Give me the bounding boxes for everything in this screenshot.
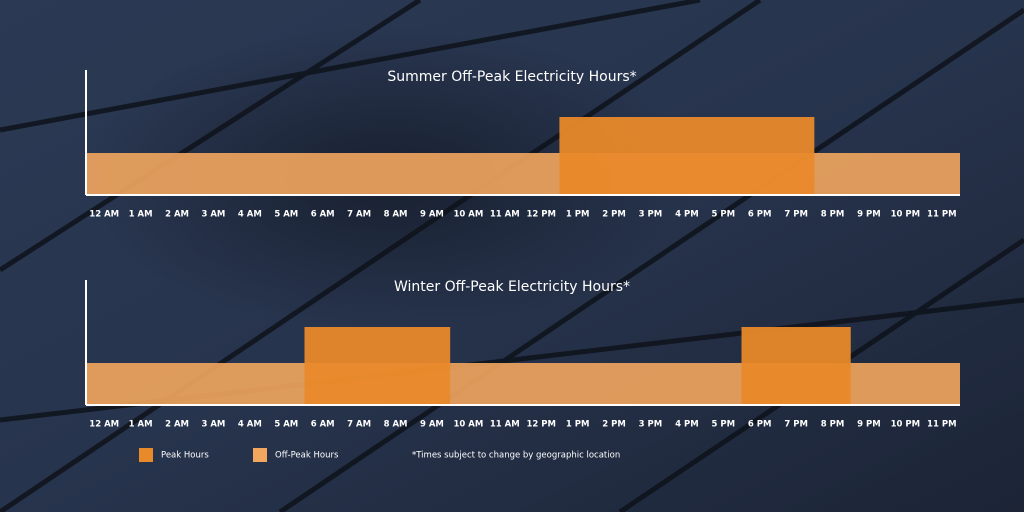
peak-bar: [559, 117, 815, 195]
x-tick-label: 1 AM: [129, 420, 153, 430]
x-tick-label: 10 PM: [891, 420, 920, 430]
x-tick-label: 12 AM: [89, 420, 119, 430]
x-tick-label: 5 PM: [712, 210, 736, 220]
footnote: *Times subject to change by geographic l…: [412, 451, 620, 461]
x-tick-label: 11 AM: [490, 420, 520, 430]
chart-title: Summer Off-Peak Electricity Hours*: [387, 69, 636, 85]
chart-title: Winter Off-Peak Electricity Hours*: [394, 279, 630, 295]
x-tick-label: 4 PM: [675, 210, 699, 220]
x-tick-label: 4 AM: [238, 210, 262, 220]
legend-label: Off-Peak Hours: [275, 451, 339, 461]
x-tick-label: 9 AM: [420, 420, 444, 430]
x-tick-label: 8 PM: [821, 420, 845, 430]
off-peak-bar: [86, 153, 960, 195]
x-tick-label: 10 AM: [453, 420, 483, 430]
x-tick-label: 7 AM: [347, 210, 371, 220]
x-tick-label: 7 AM: [347, 420, 371, 430]
x-tick-label: 8 AM: [384, 420, 408, 430]
x-tick-label: 9 PM: [857, 420, 881, 430]
x-tick-label: 3 AM: [201, 210, 225, 220]
x-tick-label: 3 PM: [639, 420, 663, 430]
x-tick-label: 12 AM: [89, 210, 119, 220]
x-tick-label: 3 PM: [639, 210, 663, 220]
x-tick-label: 9 PM: [857, 210, 881, 220]
peak-bar: [304, 327, 451, 405]
x-tick-label: 6 PM: [748, 420, 772, 430]
x-tick-label: 11 AM: [490, 210, 520, 220]
x-tick-label: 2 AM: [165, 420, 189, 430]
x-tick-label: 11 PM: [927, 210, 956, 220]
x-tick-label: 12 PM: [526, 210, 555, 220]
x-tick-label: 3 AM: [201, 420, 225, 430]
x-tick-label: 4 PM: [675, 420, 699, 430]
x-tick-label: 4 AM: [238, 420, 262, 430]
x-tick-label: 7 PM: [784, 210, 808, 220]
x-tick-label: 10 AM: [453, 210, 483, 220]
x-tick-label: 1 PM: [566, 210, 590, 220]
x-tick-label: 2 AM: [165, 210, 189, 220]
legend-swatch: [253, 448, 267, 462]
x-tick-label: 5 PM: [712, 420, 736, 430]
x-tick-label: 1 PM: [566, 420, 590, 430]
x-tick-label: 2 PM: [602, 420, 626, 430]
x-tick-label: 11 PM: [927, 420, 956, 430]
x-tick-label: 8 PM: [821, 210, 845, 220]
x-tick-label: 7 PM: [784, 420, 808, 430]
x-tick-label: 6 PM: [748, 210, 772, 220]
legend-label: Peak Hours: [161, 451, 209, 461]
x-tick-label: 2 PM: [602, 210, 626, 220]
x-tick-label: 1 AM: [129, 210, 153, 220]
x-tick-label: 8 AM: [384, 210, 408, 220]
x-tick-label: 6 AM: [311, 210, 335, 220]
x-tick-label: 10 PM: [891, 210, 920, 220]
x-tick-label: 6 AM: [311, 420, 335, 430]
x-tick-label: 5 AM: [274, 210, 298, 220]
peak-bar: [741, 327, 851, 405]
x-tick-label: 9 AM: [420, 210, 444, 220]
legend-swatch: [139, 448, 153, 462]
legend: Peak Hours Off-Peak Hours *Times subject t…: [139, 448, 620, 462]
charts: Summer Off-Peak Electricity Hours* 12 AM 1…: [85, 69, 960, 430]
x-tick-label: 12 PM: [526, 420, 555, 430]
x-tick-label: 5 AM: [274, 420, 298, 430]
